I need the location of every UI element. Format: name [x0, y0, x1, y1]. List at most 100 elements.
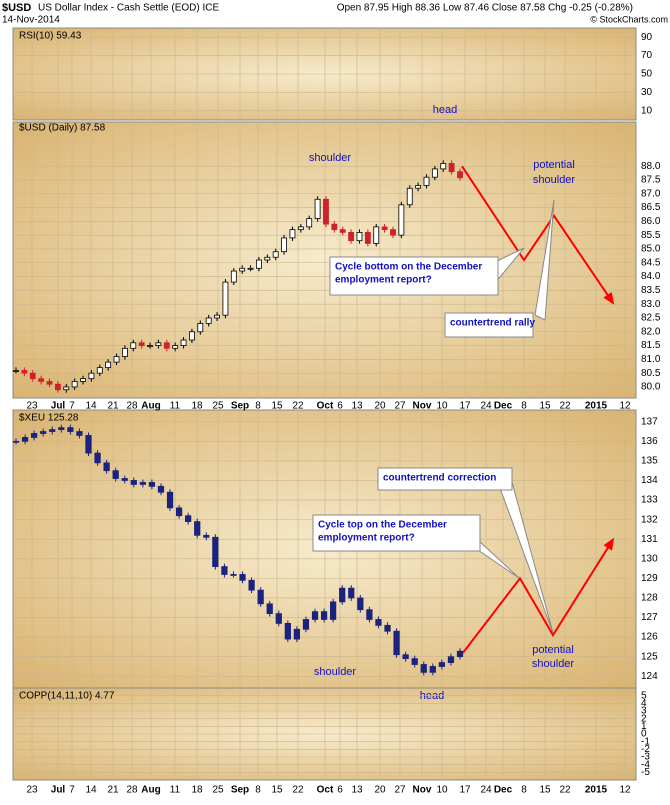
x-tick-label: 7 [69, 401, 75, 412]
candle [366, 609, 373, 620]
candle [157, 485, 165, 493]
candle [112, 470, 119, 479]
candle [96, 367, 103, 374]
y-tick-label: 1 [641, 721, 647, 732]
candle [29, 372, 36, 380]
y-tick-label: -1 [641, 736, 650, 747]
y-tick-label: 126 [641, 632, 658, 643]
candle [264, 256, 271, 261]
candle [331, 223, 338, 231]
candle [281, 237, 287, 253]
x-tick-label: 22 [292, 401, 304, 412]
callout-box [312, 514, 481, 552]
x-tick-label: 18 [191, 785, 203, 796]
x-tick-label: Dec [494, 785, 513, 796]
x-tick-label: 11 [170, 785, 181, 796]
x-tick-label: 23 [26, 401, 38, 412]
candle [185, 515, 192, 522]
x-tick-label: 22 [559, 785, 571, 796]
y-tick-label: -2 [641, 744, 650, 755]
y-tick-label: -3 [641, 752, 650, 763]
x-tick-label: 20 [374, 785, 386, 796]
y-tick-label: 132 [641, 514, 658, 525]
y-tick-label: 82.0 [641, 326, 661, 337]
candle [63, 386, 70, 391]
callout-text: Cycle top on the December [318, 520, 447, 531]
y-tick-label: 5 [641, 690, 647, 701]
candle [320, 611, 328, 620]
x-tick-label: 25 [212, 401, 224, 412]
x-tick-label: 25 [212, 785, 224, 796]
candle [311, 611, 319, 620]
candle [163, 342, 170, 349]
x-tick-label: Sep [231, 401, 249, 412]
candle [447, 656, 455, 663]
candle [330, 601, 337, 620]
x-tick-label: 15 [271, 785, 283, 796]
x-tick-label: Jul [51, 785, 66, 796]
x-tick-label: 10 [436, 401, 448, 412]
y-tick-label: 125 [641, 651, 658, 662]
x-tick-label: Nov [413, 785, 432, 796]
title: US Dollar Index - Cash Settle (EOD) ICE [38, 3, 219, 14]
x-tick-label: 12 [619, 401, 631, 412]
candle [103, 462, 110, 472]
x-tick-label: 14 [85, 785, 97, 796]
annotation: potential [532, 644, 574, 656]
candle [58, 427, 65, 430]
candle [275, 613, 282, 624]
y-tick-label: 0 [641, 729, 647, 740]
y-tick-label: 85.5 [641, 230, 661, 241]
y-tick-label: 30 [641, 87, 653, 98]
candle [113, 356, 120, 363]
callout-text: employment report? [318, 533, 415, 544]
y-tick-label: 133 [641, 495, 658, 506]
candle [212, 536, 219, 568]
candle [257, 589, 264, 605]
x-tick-label: 21 [107, 785, 119, 796]
candle [49, 429, 56, 432]
candle [406, 187, 413, 206]
candle [205, 317, 212, 324]
y-tick-label: 2 [641, 713, 647, 724]
y-tick-label: 136 [641, 436, 658, 447]
x-tick-label: Aug [141, 401, 160, 412]
x-tick-label: 6 [337, 785, 343, 796]
x-tick-label: 14 [85, 401, 97, 412]
projection [461, 165, 613, 302]
candle [438, 662, 445, 667]
candle [38, 378, 45, 382]
candle [130, 342, 137, 349]
candle [239, 267, 246, 272]
y-tick-label: 88.0 [641, 161, 661, 172]
candle [147, 345, 153, 347]
candle [189, 331, 195, 341]
x-tick-label: 28 [126, 785, 138, 796]
x-tick-label: 24 [480, 785, 492, 796]
callout-text: countertrend rally [450, 318, 535, 329]
candle [357, 597, 364, 611]
panel-label: RSI(10) 59.43 [19, 31, 82, 42]
callout-text: countertrend correction [383, 473, 496, 484]
candle [423, 176, 430, 186]
x-tick-label: 8 [255, 785, 261, 796]
y-tick-label: 134 [641, 475, 658, 486]
y-tick-label: 135 [641, 456, 658, 467]
candle [166, 491, 174, 509]
candle [105, 361, 112, 369]
y-tick-label: 86.5 [641, 202, 661, 213]
candle [373, 226, 380, 244]
candle [221, 566, 228, 575]
y-tick-label: 83.5 [641, 285, 661, 296]
x-tick-label: 21 [107, 401, 119, 412]
candle [222, 281, 229, 316]
x-tick-label: 24 [480, 401, 492, 412]
x-tick-label: 2015 [585, 401, 608, 412]
y-tick-label: 87.5 [641, 175, 661, 186]
x-tick-label: 17 [459, 785, 471, 796]
candle [121, 347, 128, 358]
candle [289, 229, 296, 239]
x-tick-label: Dec [494, 401, 513, 412]
candle [21, 437, 29, 442]
